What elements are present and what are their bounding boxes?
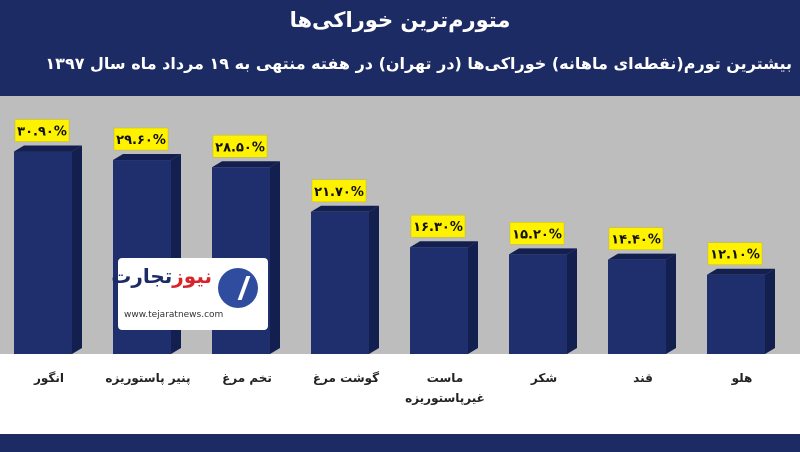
bar-3 (311, 211, 369, 354)
value-label-2: ۲۸.۵۰% (215, 140, 265, 155)
category-label-4-line-0: ماست (427, 371, 463, 385)
value-label-4: ۱۶.۳۰% (413, 220, 463, 235)
logo-name: نیوزتجارت (111, 264, 212, 288)
bottom-band (0, 434, 800, 452)
chart-header: متورم‌ترین خوراکی‌ها بیشترین تورم(نقطه‌ا… (0, 0, 800, 96)
bar-side-0 (72, 145, 82, 354)
value-label-3: ۲۱.۷۰% (314, 185, 364, 200)
bar-side-4 (468, 241, 478, 354)
chart-title: متورم‌ترین خوراکی‌ها (289, 8, 511, 32)
bar-top-1 (113, 154, 181, 161)
category-label-2: تخم مرغ (222, 371, 272, 385)
bar-side-2 (270, 161, 280, 354)
category-label-0: انگور (33, 371, 64, 386)
chart-subtitle: بیشترین تورم(نقطه‌ای ماهانه) خوراکی‌ها (… (45, 54, 792, 73)
category-label-band (0, 354, 800, 434)
bar-top-3 (311, 205, 379, 212)
value-label-1: ۲۹.۶۰% (116, 133, 166, 148)
value-label-box-6 (608, 227, 664, 250)
bar-top-7 (707, 268, 775, 275)
value-label-box-3 (311, 179, 367, 203)
category-label-3: گوشت مرغ (313, 371, 379, 386)
category-label-1: پنیر پاستوریزه (105, 371, 190, 386)
bar-side-5 (567, 248, 577, 354)
watermark-logo: نیوزتجارت www.tejaratnews.com (111, 258, 268, 330)
bar-top-6 (608, 253, 676, 260)
category-label-6: قند (633, 371, 653, 385)
bar-top-2 (212, 161, 280, 168)
bar-top-4 (410, 241, 478, 248)
logo-url: www.tejaratnews.com (124, 310, 224, 320)
bar-7 (707, 274, 765, 354)
value-label-0: ۳۰.۹۰% (17, 125, 67, 140)
value-label-box-0 (14, 119, 70, 142)
value-label-box-4 (410, 214, 466, 238)
bar-0 (14, 151, 72, 354)
bar-side-7 (765, 268, 775, 354)
logo-name-part2: نیوز (172, 264, 212, 288)
category-label-4-line-1: غیرپاستوریزه (405, 391, 485, 406)
bar-5 (509, 254, 567, 354)
logo-name-part1: تجارت (111, 264, 173, 288)
value-label-box-2 (212, 135, 268, 158)
category-label-5: شکر (530, 371, 557, 385)
bar-top-5 (509, 248, 577, 255)
category-label-7: هلو (731, 371, 753, 386)
bar-side-3 (369, 205, 379, 354)
value-label-5: ۱۵.۲۰% (512, 227, 562, 242)
value-label-box-5 (509, 222, 565, 245)
value-label-6: ۱۴.۴۰% (611, 233, 661, 248)
bar-6 (608, 259, 666, 354)
bar-side-6 (666, 253, 676, 354)
tejarat-news-logo-icon (218, 268, 258, 308)
value-label-box-7 (707, 242, 763, 265)
bar-4 (410, 247, 468, 354)
bar-top-0 (14, 145, 82, 152)
value-label-box-1 (113, 127, 169, 151)
value-label-7: ۱۲.۱۰% (710, 248, 760, 263)
